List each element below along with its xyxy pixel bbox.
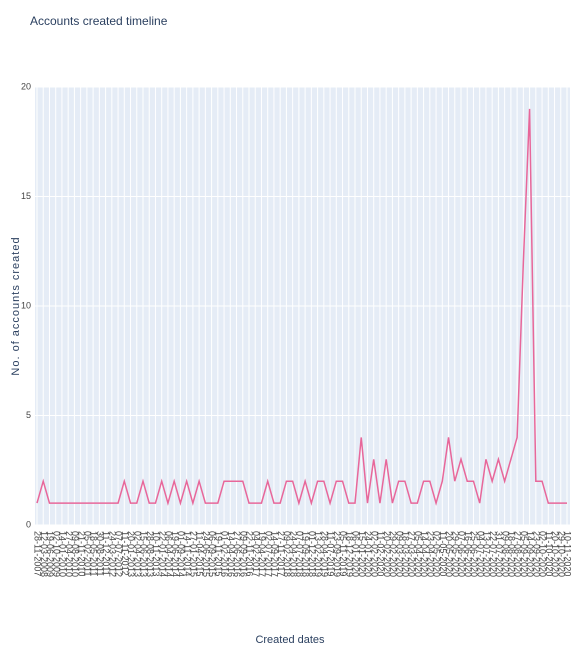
x-tick-label: 01-12-2018 bbox=[307, 531, 317, 577]
y-tick-label: 5 bbox=[26, 410, 31, 420]
x-tick-label: 14-11-2014 bbox=[182, 531, 192, 576]
x-tick-label: 04-02-2017 bbox=[251, 531, 261, 577]
x-tick-label: 02-07-2017 bbox=[263, 531, 273, 577]
x-tick-label: 10-11-2013 bbox=[151, 531, 161, 576]
x-tick-label: 14-09-2017 bbox=[270, 531, 280, 577]
x-tick-label: 09-08-2020 bbox=[500, 531, 510, 577]
x-tick-label: 11-04-2015 bbox=[195, 531, 205, 576]
x-tick-label: 19-06-2009 bbox=[45, 531, 55, 577]
x-tick-label: 11-07-2019 bbox=[326, 531, 336, 576]
x-tick-label: 21-11-2010 bbox=[76, 531, 86, 576]
line-series bbox=[36, 108, 567, 506]
x-tick-label: 15-06-2013 bbox=[139, 531, 149, 577]
x-tick-label: 05-04-2020 bbox=[413, 531, 423, 577]
x-tick-label: 24-03-2012 bbox=[107, 531, 117, 577]
x-tick-label: 11-12-2011 bbox=[101, 531, 111, 576]
x-tick-label: 22-07-2020 bbox=[488, 531, 498, 577]
x-tick-label: 28-04-2019 bbox=[319, 531, 329, 577]
x-tick-label: 05-09-2020 bbox=[519, 531, 529, 577]
x-tick-label: 27-06-2016 bbox=[232, 531, 242, 577]
x-tick-label: 18-12-2019 bbox=[344, 531, 354, 577]
y-tick-label: 20 bbox=[21, 81, 31, 91]
x-tick-label: 29-05-2020 bbox=[450, 531, 460, 577]
x-tick-label: 01-09-2014 bbox=[176, 531, 186, 577]
x-tick-label: 16-06-2020 bbox=[463, 531, 473, 577]
x-tick-label: 02-10-2009 bbox=[51, 531, 61, 577]
x-tick-label: 02-10-2020 bbox=[538, 531, 548, 577]
chart-title: Accounts created timeline bbox=[30, 14, 168, 28]
x-tick-label: 02-04-2013 bbox=[132, 531, 142, 577]
x-tick-label: 18-05-2011 bbox=[89, 531, 99, 576]
y-axis-label: No. of accounts created bbox=[10, 236, 22, 375]
x-tick-label: 18-03-2020 bbox=[401, 531, 411, 577]
y-tick-label: 10 bbox=[21, 300, 31, 310]
x-tick-label: 09-08-2010 bbox=[70, 531, 80, 577]
x-tick-label: 14-04-2020 bbox=[419, 531, 429, 577]
x-tick-label: 11-05-2020 bbox=[438, 531, 448, 576]
x-tick-label: 31-07-2020 bbox=[494, 531, 504, 577]
x-tick-label: 24-06-2015 bbox=[201, 531, 211, 577]
x-tick-label: 09-03-2020 bbox=[394, 531, 404, 577]
x-tick-label: 09-09-2016 bbox=[238, 531, 248, 577]
x-tick-label: 28-08-2013 bbox=[145, 531, 155, 577]
x-tick-label: 27-01-2015 bbox=[189, 531, 199, 577]
x-tick-label: 25-06-2020 bbox=[469, 531, 479, 577]
x-tick-label: 07-06-2020 bbox=[457, 531, 467, 577]
x-tick-label: 29-02-2020 bbox=[388, 531, 398, 577]
x-tick-label: 23-09-2019 bbox=[332, 531, 342, 577]
x-tick-label: 14-04-2016 bbox=[226, 531, 236, 577]
x-tick-label: 23-09-2020 bbox=[531, 531, 541, 577]
x-tick-label: 06-04-2014 bbox=[164, 531, 174, 577]
x-tick-label: 06-09-2015 bbox=[207, 531, 217, 577]
x-tick-label: 24-01-2020 bbox=[363, 531, 373, 577]
x-tick-label: 05-11-2019 bbox=[338, 531, 348, 576]
x-tick-label: 09-02-2018 bbox=[282, 531, 292, 577]
x-tick-label: 13-07-2020 bbox=[482, 531, 492, 577]
x-tick-label: 27-08-2020 bbox=[513, 531, 523, 577]
x-tick-label: 11-10-2020 bbox=[544, 531, 554, 576]
x-axis-label: Created dates bbox=[255, 634, 325, 646]
x-tick-label: 06-01-2020 bbox=[351, 531, 361, 577]
x-tick-label: 30-08-2011 bbox=[95, 531, 105, 576]
x-tick-label: 18-08-2020 bbox=[507, 531, 517, 577]
x-tick-label: 20-10-2020 bbox=[550, 531, 560, 577]
x-tick-label: 23-04-2020 bbox=[425, 531, 435, 577]
x-tick-label: 19-09-2018 bbox=[301, 531, 311, 577]
x-tick-label: 28-11-2007 bbox=[33, 531, 43, 576]
x-tick-label: 02-02-2020 bbox=[369, 531, 379, 577]
x-tick-label: 22-01-2014 bbox=[157, 531, 167, 577]
x-tick-label: 07-07-2018 bbox=[295, 531, 305, 577]
y-tick-label: 15 bbox=[21, 191, 31, 201]
x-tick-label: 20-02-2020 bbox=[382, 531, 392, 577]
x-tick-label: 24-04-2018 bbox=[288, 531, 298, 577]
x-tick-label: 13-02-2019 bbox=[313, 531, 323, 577]
x-tick-label: 02-05-2020 bbox=[432, 531, 442, 577]
x-tick-label: 12-03-2008 bbox=[39, 531, 49, 577]
x-tick-label: 19-06-2014 bbox=[170, 531, 180, 577]
x-tick-label: 11-02-2020 bbox=[376, 531, 386, 576]
x-tick-label: 01-02-2016 bbox=[220, 531, 230, 577]
x-tick-label: 15-01-2020 bbox=[357, 531, 367, 577]
x-tick-label: 20-01-2013 bbox=[126, 531, 136, 577]
x-tick-label: 22-11-2016 bbox=[245, 531, 255, 576]
x-tick-label: 29-10-2020 bbox=[556, 531, 566, 577]
x-tick-label: 19-11-2015 bbox=[213, 531, 223, 576]
x-tick-label: 07-07-2012 bbox=[114, 531, 124, 577]
x-tick-label: 11-11-2012 bbox=[120, 531, 130, 576]
x-tick-label: 05-02-2011 bbox=[83, 531, 93, 576]
y-tick-label: 0 bbox=[26, 519, 31, 529]
x-tick-label: 20-05-2020 bbox=[444, 531, 454, 577]
x-tick-label: 14-09-2020 bbox=[525, 531, 535, 577]
x-tick-label: 27-03-2020 bbox=[407, 531, 417, 577]
x-tick-label: 27-04-2010 bbox=[64, 531, 74, 577]
x-tick-label: 04-07-2020 bbox=[475, 531, 485, 577]
x-tick-label: 10-11-2020 bbox=[563, 531, 573, 576]
x-tick-label: 19-04-2017 bbox=[257, 531, 267, 577]
x-tick-label: 14-01-2010 bbox=[58, 531, 68, 577]
x-tick-label: 27-11-2017 bbox=[276, 531, 286, 576]
